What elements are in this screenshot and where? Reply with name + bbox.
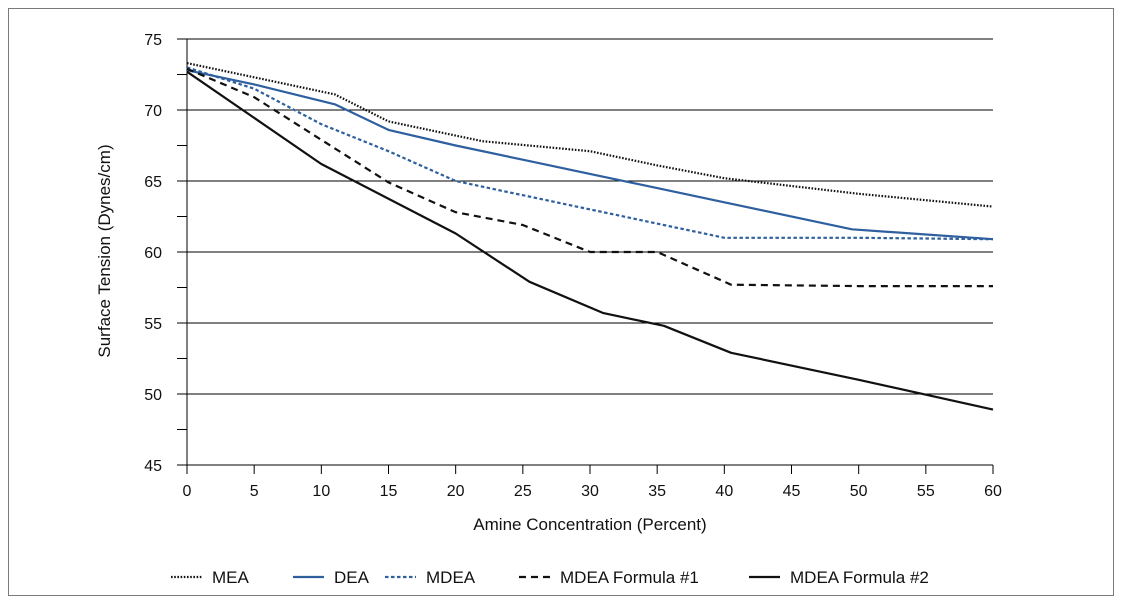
y-axis-title: Surface Tension (Dynes/cm) <box>95 144 114 357</box>
x-tick-label-40: 40 <box>715 483 733 500</box>
y-tick-label-75: 75 <box>144 32 162 49</box>
series-line-0 <box>186 62 994 208</box>
x-tick-label-55: 55 <box>917 483 935 500</box>
tick-labels: 45 50 55 60 65 70 75 0 5 10 15 20 25 30 35 40 45 50 55 60 <box>144 32 1002 500</box>
grid-lines <box>177 38 993 395</box>
y-tick-label-65: 65 <box>144 174 162 191</box>
x-tick-label-0: 0 <box>183 483 192 500</box>
y-tick-label-50: 50 <box>144 387 162 404</box>
x-tick-label-50: 50 <box>850 483 868 500</box>
x-tick-label-60: 60 <box>984 483 1002 500</box>
legend: MEA DEA MDEA MDEA Formula #1 MDEA Formula #2 <box>171 568 929 587</box>
x-tick-label-30: 30 <box>581 483 599 500</box>
chart-frame <box>8 8 1114 596</box>
y-tick-label-45: 45 <box>144 458 162 475</box>
y-tick-label-55: 55 <box>144 316 162 333</box>
y-tick-label-70: 70 <box>144 103 162 120</box>
axes <box>177 38 994 474</box>
legend-label-0: MEA <box>212 568 250 587</box>
series-line-1 <box>186 69 994 241</box>
x-tick-label-10: 10 <box>312 483 330 500</box>
x-tick-label-20: 20 <box>447 483 465 500</box>
legend-label-4: MDEA Formula #2 <box>790 568 929 587</box>
x-axis-title: Amine Concentration (Percent) <box>473 515 706 534</box>
x-tick-label-25: 25 <box>514 483 532 500</box>
legend-label-1: DEA <box>334 568 370 587</box>
series-line-3 <box>186 67 993 288</box>
x-tick-label-5: 5 <box>250 483 259 500</box>
series-line-4 <box>186 70 994 411</box>
x-tick-label-45: 45 <box>783 483 801 500</box>
legend-label-3: MDEA Formula #1 <box>560 568 699 587</box>
legend-label-2: MDEA <box>426 568 476 587</box>
x-tick-label-35: 35 <box>648 483 666 500</box>
series-lines <box>186 62 994 411</box>
series-line-2 <box>186 66 994 241</box>
x-tick-label-15: 15 <box>380 483 398 500</box>
y-tick-label-60: 60 <box>144 245 162 262</box>
